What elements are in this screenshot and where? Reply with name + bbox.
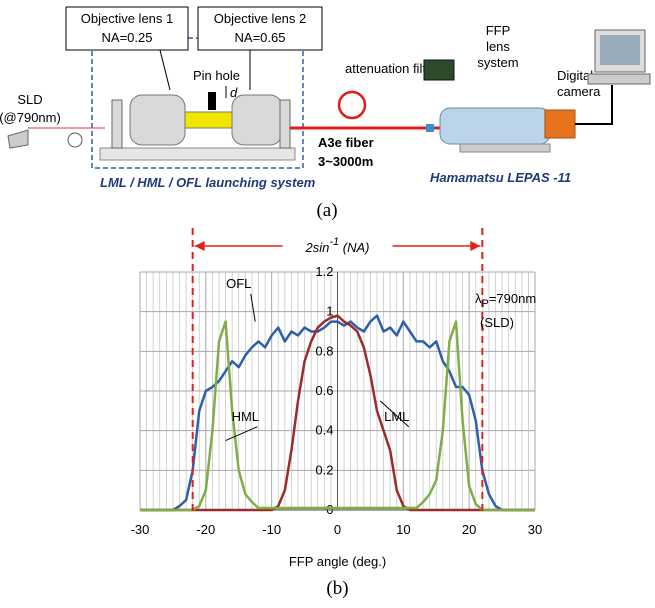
series-line xyxy=(140,314,535,512)
mount xyxy=(111,99,123,149)
ffp-lens xyxy=(439,107,551,145)
screen xyxy=(600,35,640,65)
x-tick-label: 10 xyxy=(396,522,410,537)
span-sup: -1 xyxy=(329,236,339,248)
wl-main: λ xyxy=(475,291,482,306)
cable xyxy=(575,85,613,125)
mount xyxy=(279,99,291,149)
ffp-line3: system xyxy=(477,55,518,70)
offset-label: d xyxy=(230,85,238,100)
camera-icon xyxy=(544,109,576,139)
lens1-na: NA=0.25 xyxy=(102,30,153,45)
lens2-na: NA=0.65 xyxy=(235,30,286,45)
lens1-name: Objective lens 1 xyxy=(81,11,174,26)
filter-label: attenuation filter xyxy=(345,61,438,76)
stand xyxy=(459,143,551,153)
objective-2 xyxy=(231,94,283,146)
series-line xyxy=(140,320,535,512)
setup-diagram: Objective lens 1 NA=0.25 Objective lens … xyxy=(0,6,651,221)
sld xyxy=(7,129,29,149)
pinhole-label: Pin hole xyxy=(193,68,240,83)
wl-sub: P xyxy=(482,298,489,310)
x-axis-title: FFP angle (deg.) xyxy=(289,554,386,569)
series-label: HML xyxy=(232,409,259,424)
pointer xyxy=(159,49,171,91)
x-tick-label: 20 xyxy=(462,522,476,537)
lens2-name: Objective lens 2 xyxy=(214,11,307,26)
y-tick-label: 1.2 xyxy=(315,264,333,279)
caption-a: (a) xyxy=(316,200,337,221)
filter-icon xyxy=(423,59,455,81)
span-rest: (NA) xyxy=(339,240,369,255)
y-tick-label: 1 xyxy=(326,304,333,319)
connector xyxy=(426,124,434,132)
wavelength-label: λP=790nm xyxy=(475,291,536,310)
leader-line xyxy=(225,426,258,442)
x-tick-label: -30 xyxy=(131,522,150,537)
series-label: LML xyxy=(384,409,409,424)
x-tick-label: -20 xyxy=(196,522,215,537)
fiber-loop xyxy=(337,90,367,120)
fiber-name: A3e fiber xyxy=(318,135,374,150)
fiber-length: 3~3000m xyxy=(318,154,373,169)
chart: -30-20-10010203000.20.40.60.811.2OFLLMLH… xyxy=(131,228,542,599)
y-tick-label: 0.8 xyxy=(315,343,333,358)
y-tick-label: 0.6 xyxy=(315,383,333,398)
launcher-label: LML / HML / OFL launching system xyxy=(100,175,316,190)
span-label-bg xyxy=(282,234,393,258)
leader-line xyxy=(250,293,256,322)
camera-line2: camera xyxy=(557,84,601,99)
series-line xyxy=(140,314,535,512)
span-label: 2sin-1 (NA) xyxy=(305,236,370,255)
fiber-coil xyxy=(67,132,83,148)
source-wavelength: (@790nm) xyxy=(0,110,61,125)
objective-1 xyxy=(129,94,186,146)
x-tick-label: 0 xyxy=(334,522,341,537)
instrument-label: Hamamatsu LEPAS -11 xyxy=(430,170,571,185)
camera-line1: Digital xyxy=(557,68,593,83)
lens1-box xyxy=(65,6,189,51)
y-tick-label: 0.2 xyxy=(315,462,333,477)
lens2-box xyxy=(197,6,323,51)
wl-rest: =790nm xyxy=(489,291,536,306)
series-label: OFL xyxy=(226,276,251,291)
keyboard xyxy=(587,73,651,85)
source-name: SLD xyxy=(17,92,42,107)
y-tick-label: 0.4 xyxy=(315,423,333,438)
ffp-line1: FFP xyxy=(486,23,511,38)
beam-tube xyxy=(179,111,236,129)
leader-line xyxy=(379,400,410,428)
x-tick-label: -10 xyxy=(262,522,281,537)
span-main: 2sin xyxy=(305,240,330,255)
wavelength-note: (SLD) xyxy=(480,315,514,330)
caption-b: (b) xyxy=(326,578,348,599)
ffp-line2: lens xyxy=(486,39,510,54)
x-tick-label: 30 xyxy=(528,522,542,537)
bench xyxy=(99,147,296,161)
pinhole xyxy=(208,92,216,110)
